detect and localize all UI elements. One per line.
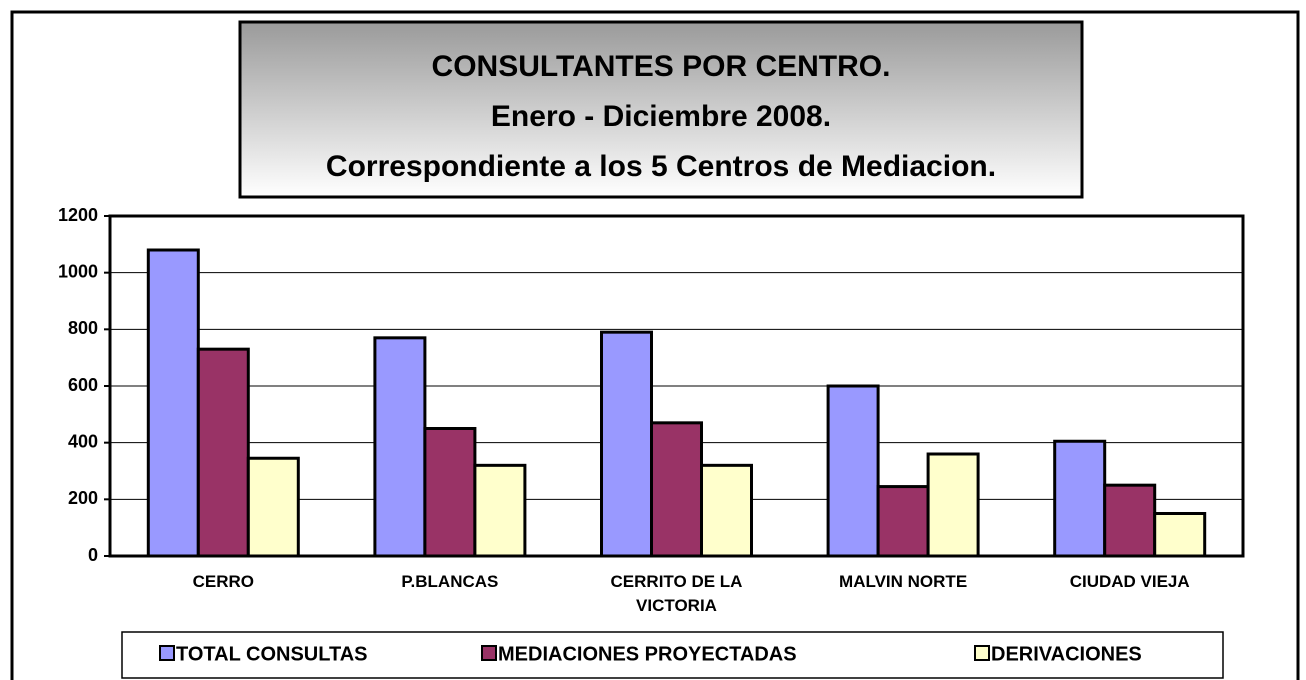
legend-label: TOTAL CONSULTAS	[176, 643, 367, 665]
chart-title: CONSULTANTES POR CENTRO.	[432, 50, 891, 83]
plot-border	[108, 214, 1245, 558]
chart-subtitle: Enero - Diciembre 2008.	[491, 100, 831, 133]
bar	[926, 452, 980, 558]
y-tick-label: 1200	[58, 205, 98, 225]
bar	[423, 427, 477, 558]
legend-swatch	[974, 645, 990, 661]
bar	[196, 347, 250, 558]
bar	[473, 463, 527, 558]
chart-subtitle: Correspondiente a los 5 Centros de Media…	[326, 150, 996, 183]
y-tick-label: 600	[68, 375, 98, 395]
legend-label: DERIVACIONES	[991, 643, 1142, 665]
bar	[373, 336, 427, 558]
y-tick-label: 400	[68, 431, 98, 451]
x-tick-label: P.BLANCAS	[401, 572, 499, 591]
bar	[1103, 483, 1157, 558]
bar	[826, 384, 880, 558]
x-tick-label: MALVIN NORTE	[839, 572, 968, 591]
legend-box	[121, 631, 1224, 679]
y-tick-label: 0	[88, 545, 98, 565]
y-tick-label: 1000	[58, 261, 98, 281]
y-tick-label: 200	[68, 488, 98, 508]
x-tick-label: CERRO	[192, 572, 254, 591]
bar	[246, 456, 300, 558]
bar	[650, 421, 703, 558]
bar	[700, 463, 753, 558]
legend-label: MEDIACIONES PROYECTADAS	[498, 643, 797, 665]
x-tick-label: CIUDAD VIEJA	[1069, 572, 1190, 591]
title-box	[238, 20, 1084, 199]
bar	[146, 248, 200, 558]
bar	[600, 330, 653, 558]
x-tick-label: CERRITO DE LA VICTORIA	[610, 572, 743, 615]
bar	[876, 485, 930, 558]
legend-swatch	[159, 645, 175, 661]
chart-border	[10, 10, 1300, 680]
bar	[1153, 512, 1207, 558]
y-tick-label: 800	[68, 318, 98, 338]
bar	[1053, 439, 1107, 558]
legend-swatch	[481, 645, 497, 661]
